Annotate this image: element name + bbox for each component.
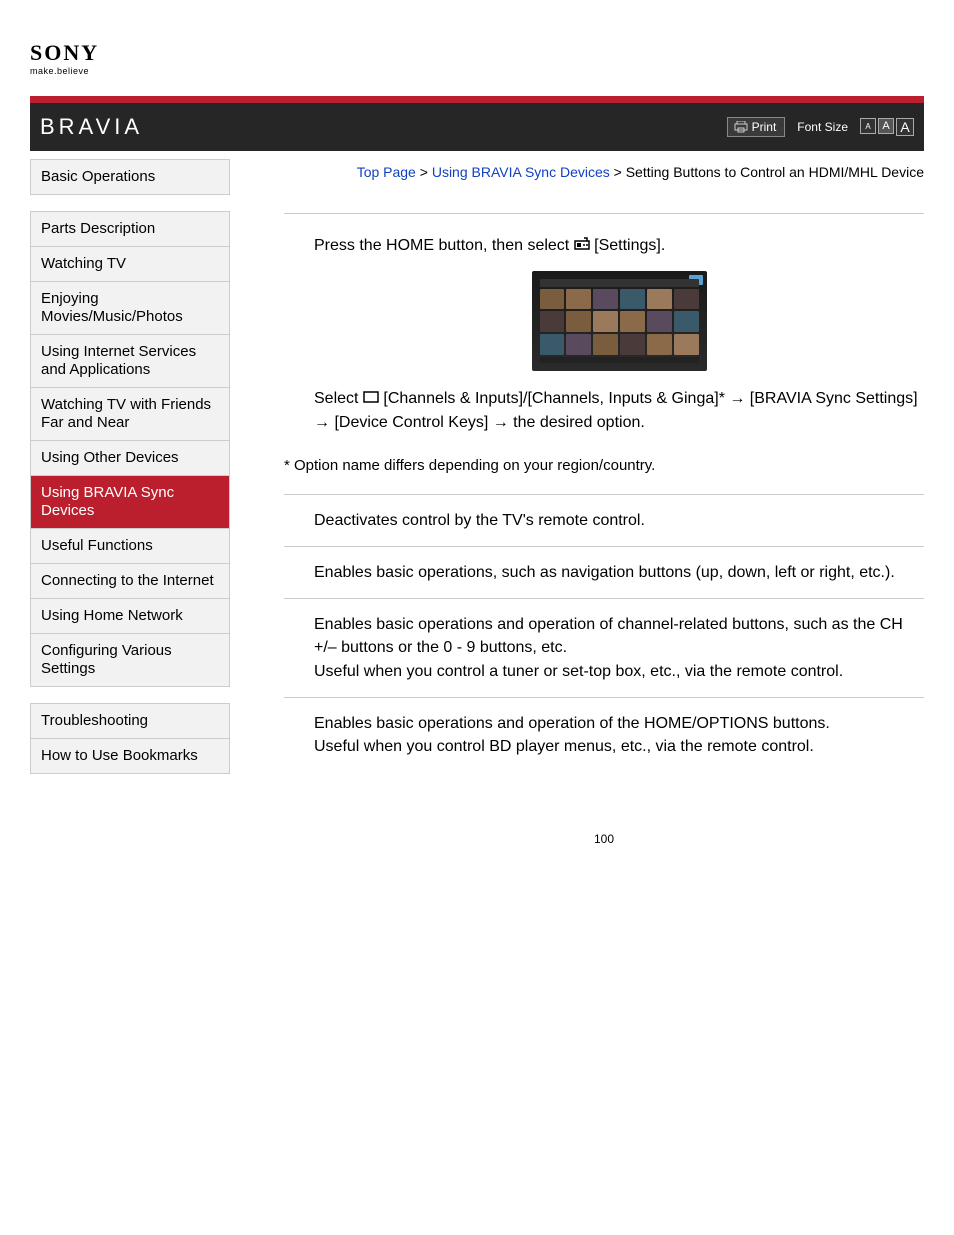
logo-area: SONY make.believe (30, 40, 924, 76)
fontsize-controls: A A A (860, 118, 914, 136)
fontsize-medium-button[interactable]: A (878, 118, 894, 134)
sidebar-item[interactable]: Watching TV with Friends Far and Near (30, 388, 230, 441)
fontsize-large-button[interactable]: A (896, 118, 914, 136)
page-number: 100 (284, 832, 924, 846)
header-controls: Print Font Size A A A (727, 117, 914, 137)
header-bar: BRAVIA Print Font Size A A A (30, 103, 924, 151)
sidebar-item[interactable]: Watching TV (30, 247, 230, 282)
nav-group-1: Basic Operations (30, 159, 230, 195)
step1-text-b: [Settings]. (594, 238, 665, 255)
sidebar-item[interactable]: Using Internet Services and Applications (30, 335, 230, 388)
nav-group-2: Parts DescriptionWatching TVEnjoying Mov… (30, 211, 230, 687)
print-icon (734, 121, 748, 133)
breadcrumb-mid-link[interactable]: Using BRAVIA Sync Devices (432, 164, 610, 180)
breadcrumb: Top Page > Using BRAVIA Sync Devices > S… (284, 161, 924, 183)
sony-tagline: make.believe (30, 66, 924, 76)
sidebar-item[interactable]: Enjoying Movies/Music/Photos (30, 282, 230, 335)
step2-text-a: Select (314, 390, 363, 407)
sidebar-item[interactable]: Parts Description (30, 211, 230, 247)
options-list: Deactivates control by the TV's remote c… (284, 495, 924, 772)
option-description: Enables basic operations and operation o… (284, 698, 924, 772)
option-description: Enables basic operations, such as naviga… (284, 547, 924, 599)
sidebar-item[interactable]: Basic Operations (30, 159, 230, 195)
sidebar-item[interactable]: Using Home Network (30, 599, 230, 634)
breadcrumb-sep: > (420, 164, 428, 180)
breadcrumb-top-link[interactable]: Top Page (357, 164, 416, 180)
sidebar: Basic Operations Parts DescriptionWatchi… (30, 151, 230, 846)
sidebar-item[interactable]: Connecting to the Internet (30, 564, 230, 599)
product-name: BRAVIA (40, 114, 143, 140)
settings-icon (574, 234, 590, 258)
sidebar-item[interactable]: Useful Functions (30, 529, 230, 564)
main-content: Top Page > Using BRAVIA Sync Devices > S… (230, 151, 924, 846)
tv-screenshot-thumbnail (532, 271, 707, 371)
step-1: Press the HOME button, then select [Sett… (284, 214, 924, 446)
footnote: * Option name differs depending on your … (284, 447, 924, 494)
accent-bar (30, 96, 924, 103)
step1-text-a: Press the HOME button, then select (314, 238, 574, 255)
sidebar-item[interactable]: Using BRAVIA Sync Devices (30, 476, 230, 529)
option-description: Deactivates control by the TV's remote c… (284, 495, 924, 547)
breadcrumb-sep: > (614, 164, 622, 180)
sidebar-item[interactable]: Configuring Various Settings (30, 634, 230, 687)
option-description: Enables basic operations and operation o… (284, 599, 924, 698)
step2-text-b: [Channels & Inputs]/[Channels, Inputs & … (314, 390, 918, 431)
nav-group-3: TroubleshootingHow to Use Bookmarks (30, 703, 230, 774)
sony-logo: SONY (30, 40, 924, 66)
sidebar-item[interactable]: How to Use Bookmarks (30, 739, 230, 774)
fontsize-small-button[interactable]: A (860, 118, 876, 134)
fontsize-label: Font Size (797, 120, 848, 134)
print-button[interactable]: Print (727, 117, 786, 137)
breadcrumb-current: Setting Buttons to Control an HDMI/MHL D… (626, 164, 924, 180)
sidebar-item[interactable]: Troubleshooting (30, 703, 230, 739)
print-label: Print (752, 120, 777, 134)
tv-input-icon (363, 387, 379, 411)
sidebar-item[interactable]: Using Other Devices (30, 441, 230, 476)
